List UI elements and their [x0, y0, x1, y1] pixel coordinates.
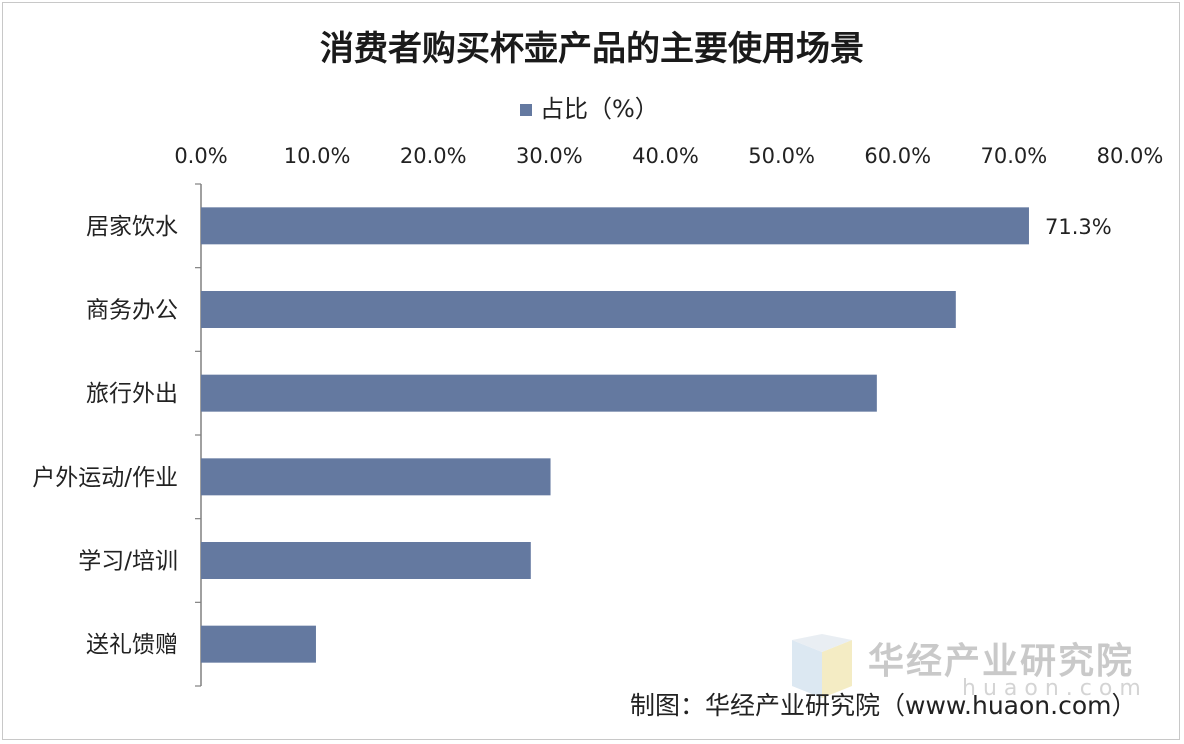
bar [201, 458, 551, 496]
watermark: 华经产业研究院 huaon.com [792, 632, 1162, 706]
x-tick-labels: 0.0% 10.0% 20.0% 30.0% 40.0% 50.0% 60.0% 70.0% 8… [174, 144, 1163, 168]
bar [201, 207, 1029, 245]
chart-title: 消费者购买杯壶产品的主要使用场景 [320, 29, 864, 69]
x-tick-label: 0.0% [174, 144, 227, 168]
bar [201, 374, 877, 412]
x-tick-label: 50.0% [748, 144, 815, 168]
category-label: 学习/培训 [78, 549, 178, 575]
x-tick-label: 80.0% [1097, 144, 1164, 168]
category-label: 商务办公 [86, 298, 178, 324]
x-tick-label: 40.0% [632, 144, 699, 168]
data-label: 71.3% [1045, 215, 1112, 239]
x-tick-label: 10.0% [284, 144, 351, 168]
category-label: 旅行外出 [86, 381, 178, 407]
watermark-logo-icon [792, 634, 852, 698]
category-label: 居家饮水 [86, 214, 178, 240]
bar [201, 291, 956, 328]
watermark-url: huaon.com [962, 676, 1148, 701]
x-tick-label: 70.0% [981, 144, 1048, 168]
category-label: 户外运动/作业 [32, 465, 178, 491]
axes [195, 183, 202, 687]
data-labels: 71.3% [1045, 215, 1112, 239]
x-tick-label: 60.0% [864, 144, 931, 168]
x-tick-label: 30.0% [516, 144, 583, 168]
chart-credit: 制图：华经产业研究院（www.huaon.com） [630, 691, 1137, 720]
bar [201, 625, 316, 663]
legend: 占比（%） [520, 95, 659, 123]
bar [201, 542, 531, 579]
x-tick-label: 20.0% [400, 144, 467, 168]
legend-label: 占比（%） [540, 95, 659, 123]
watermark-name: 华经产业研究院 [868, 641, 1135, 682]
category-label: 送礼馈赠 [86, 632, 178, 658]
legend-swatch [520, 104, 532, 116]
bars [201, 207, 1029, 663]
